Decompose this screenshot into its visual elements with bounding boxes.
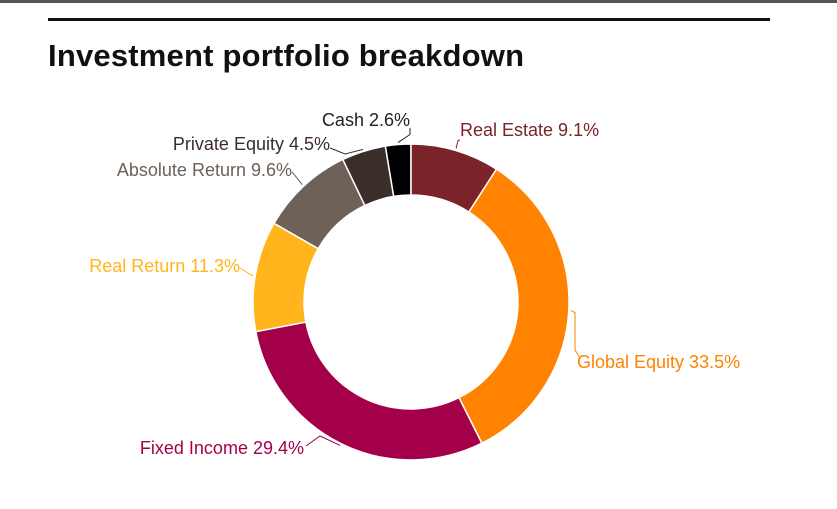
leader-line-real-estate [455, 139, 461, 149]
leader-line-private-equity [329, 147, 364, 155]
leader-line-global-equity [570, 310, 581, 359]
leader-line-fixed-income [305, 435, 341, 447]
leader-line-absolute-return [291, 171, 303, 185]
label-global-equity: Global Equity 33.5% [577, 352, 740, 372]
slice-global-equity [457, 168, 570, 445]
slice-fixed-income [254, 321, 483, 461]
leader-line-cash [397, 128, 411, 143]
label-private-equity: Private Equity 4.5% [173, 134, 330, 154]
title-rule [48, 18, 770, 21]
leader-line-real-return [239, 267, 254, 276]
label-fixed-income: Fixed Income 29.4% [140, 438, 304, 458]
label-real-estate: Real Estate 9.1% [460, 120, 599, 140]
top-border [0, 0, 837, 3]
label-absolute-return: Absolute Return 9.6% [117, 160, 292, 180]
label-cash: Cash 2.6% [322, 110, 410, 130]
slice-private-equity [341, 145, 395, 207]
chart-title: Investment portfolio breakdown [48, 38, 525, 73]
label-real-return: Real Return 11.3% [89, 256, 240, 276]
